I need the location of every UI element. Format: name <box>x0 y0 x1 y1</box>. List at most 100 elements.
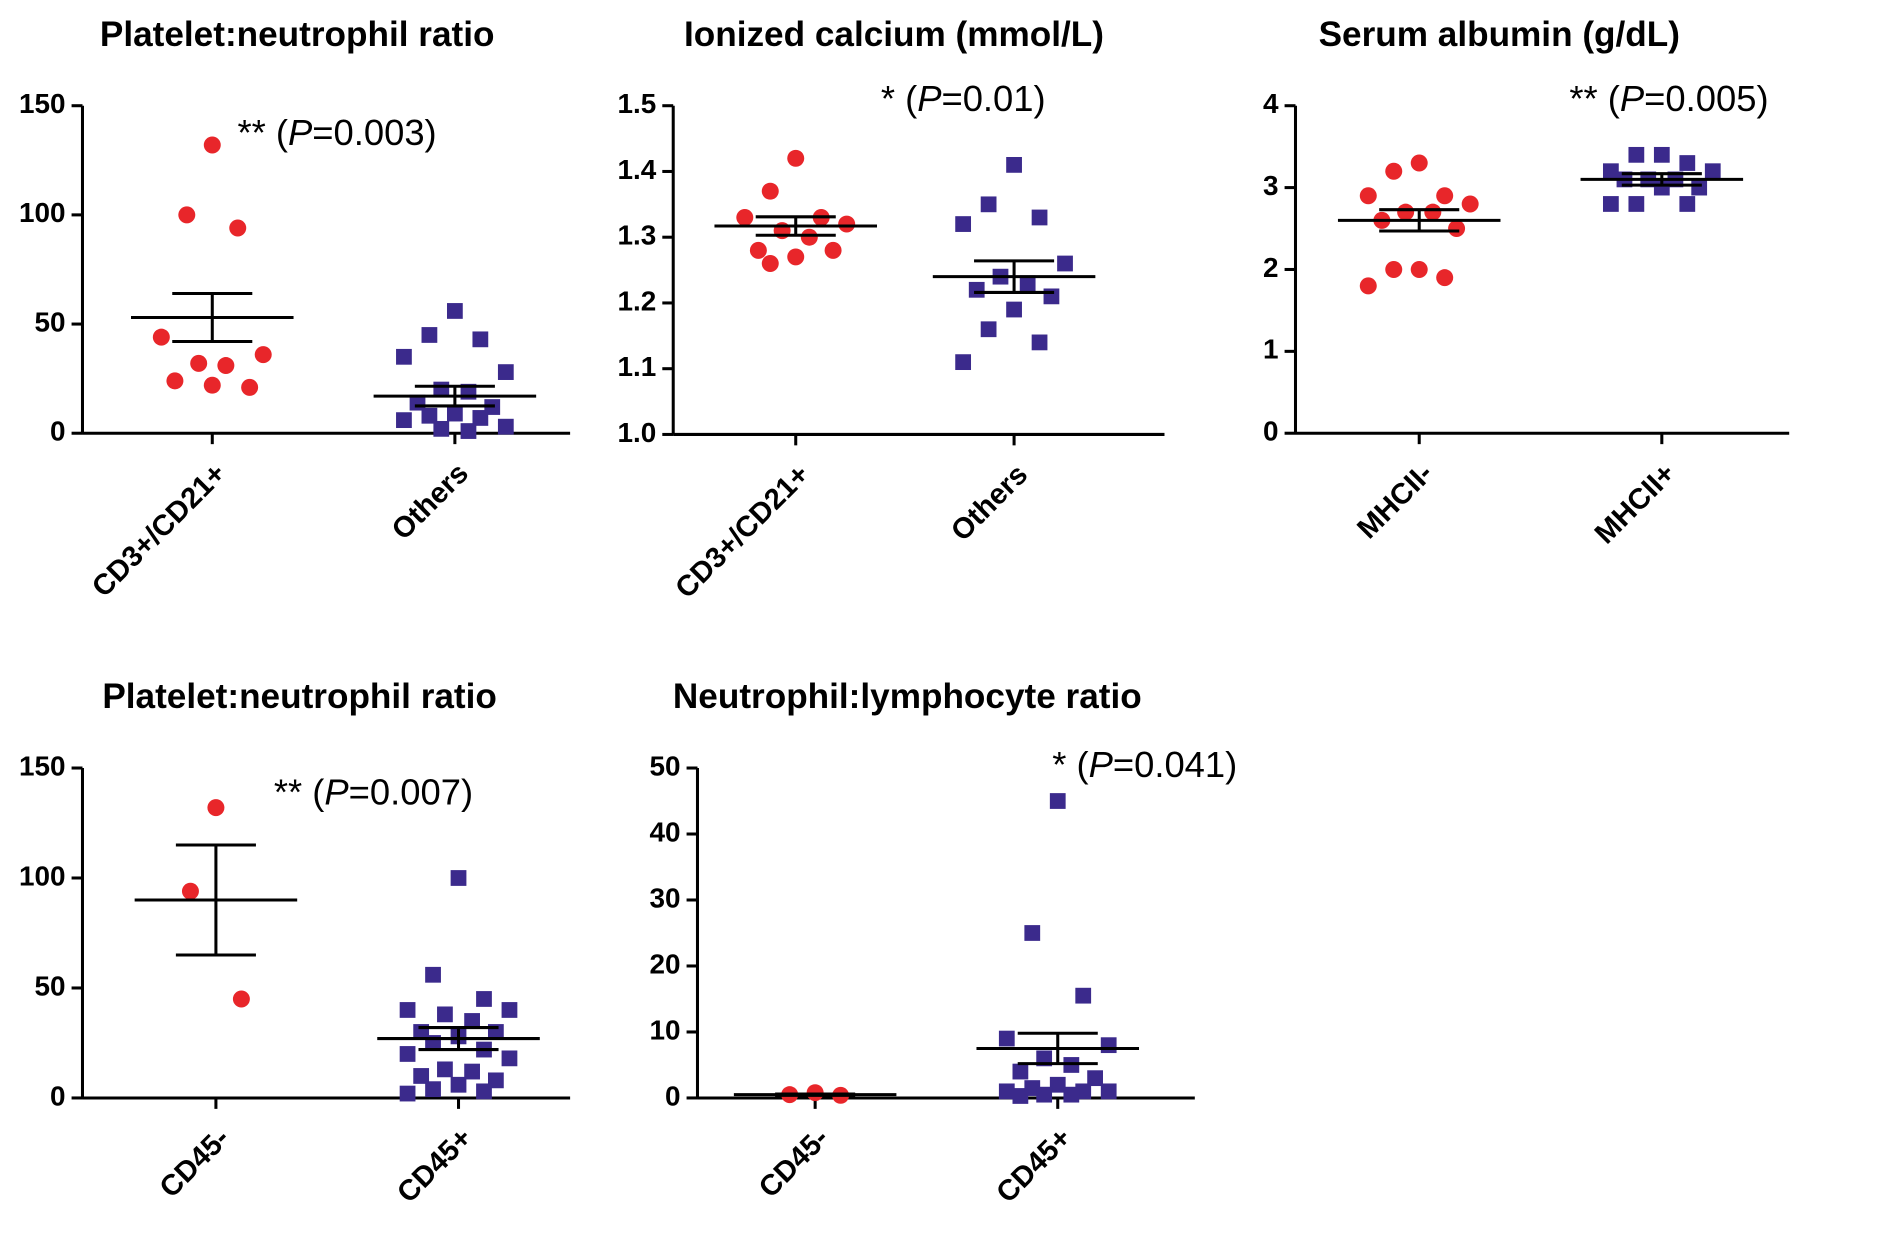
y-tick-label: 3 <box>1263 170 1279 201</box>
point <box>955 216 972 232</box>
point <box>761 182 779 200</box>
panel: Platelet:neutrophil ratio ** (P=0.007) 0 50… <box>19 677 571 1209</box>
y-tick-label: 1.5 <box>617 88 656 119</box>
point <box>1043 288 1060 305</box>
point <box>1397 203 1415 221</box>
y-tick-label: 0 <box>1263 416 1279 447</box>
point <box>998 1083 1015 1100</box>
y-tick-label: 100 <box>19 860 66 891</box>
point <box>968 281 985 298</box>
point <box>413 1068 430 1084</box>
annotation-part: ** ( <box>274 771 325 812</box>
annotation: ** (P=0.005) <box>1569 77 1768 118</box>
annotation-part: P <box>1620 77 1645 118</box>
y-tick-label: 50 <box>34 970 65 1001</box>
y-tick-label: 1.0 <box>617 417 656 448</box>
point <box>1063 1086 1080 1103</box>
annotation: * (P=0.01) <box>881 77 1046 118</box>
category-label: MHCII- <box>1352 457 1440 545</box>
point <box>1679 196 1696 212</box>
point <box>254 346 272 364</box>
panel-title: Platelet:neutrophil ratio <box>100 15 495 54</box>
y-tick-label: 10 <box>649 1014 680 1045</box>
point <box>450 870 467 886</box>
point <box>1031 209 1048 226</box>
point <box>1100 1037 1117 1054</box>
point <box>190 354 208 372</box>
category-label: Others <box>386 457 475 546</box>
category-label: CD45- <box>154 1122 236 1204</box>
point <box>1628 196 1645 212</box>
point <box>1031 334 1048 351</box>
point <box>1006 157 1022 173</box>
annotation-part: P <box>1089 743 1114 784</box>
point <box>178 206 196 224</box>
point <box>1012 1088 1029 1104</box>
point <box>838 215 856 233</box>
point <box>1602 196 1619 212</box>
point <box>1436 269 1454 287</box>
point <box>396 412 412 429</box>
y-tick-label: 20 <box>649 948 680 979</box>
point <box>399 1085 416 1102</box>
point <box>1075 987 1092 1004</box>
point <box>787 149 805 167</box>
y-tick-label: 30 <box>649 882 680 913</box>
point <box>955 354 972 371</box>
y-tick-label: 50 <box>649 750 680 781</box>
category-label: Others <box>945 459 1034 548</box>
point <box>1036 1086 1053 1103</box>
category-label: MHCII+ <box>1589 457 1682 550</box>
point <box>736 208 754 226</box>
point <box>1075 1083 1092 1100</box>
point <box>1359 277 1377 295</box>
annotation-part: * ( <box>1052 743 1088 784</box>
point <box>787 248 805 266</box>
panel-title: Ionized calcium (mmol/L) <box>684 15 1104 54</box>
y-tick-label: 4 <box>1263 88 1279 119</box>
point <box>749 241 767 259</box>
point <box>399 1046 416 1062</box>
point <box>1436 187 1454 205</box>
point <box>497 364 514 380</box>
y-tick-label: 0 <box>50 416 66 447</box>
point <box>1679 155 1696 171</box>
y-tick-label: 50 <box>34 306 65 337</box>
point <box>421 407 438 424</box>
point <box>399 1002 416 1018</box>
point <box>980 196 997 213</box>
point <box>203 136 221 154</box>
point <box>396 348 412 365</box>
point <box>1653 146 1670 163</box>
point <box>1087 1070 1103 1087</box>
point <box>181 882 199 900</box>
point <box>1024 1080 1041 1096</box>
category-label: CD45+ <box>391 1122 478 1209</box>
annotation-part: =0.007) <box>349 771 473 812</box>
y-tick-label: 150 <box>19 750 66 781</box>
point <box>1410 154 1428 172</box>
point <box>1100 1083 1117 1100</box>
annotation-part: ** ( <box>1569 77 1620 118</box>
y-tick-label: 2 <box>1263 252 1279 283</box>
point <box>1628 146 1645 163</box>
point <box>472 410 489 426</box>
point <box>1461 195 1479 213</box>
point <box>229 219 247 237</box>
point <box>1057 255 1073 272</box>
y-tick-label: 0 <box>665 1080 681 1111</box>
annotation-part: =0.005) <box>1644 77 1768 118</box>
annotation: ** (P=0.007) <box>274 771 473 812</box>
y-tick-label: 100 <box>19 197 66 228</box>
point <box>1049 793 1066 809</box>
point <box>1691 179 1708 196</box>
point <box>824 241 842 259</box>
point <box>450 1076 467 1093</box>
point <box>1448 220 1466 238</box>
point <box>487 1072 504 1089</box>
point <box>501 1050 518 1067</box>
point <box>1385 162 1403 180</box>
point <box>464 1013 480 1029</box>
point <box>232 990 250 1008</box>
